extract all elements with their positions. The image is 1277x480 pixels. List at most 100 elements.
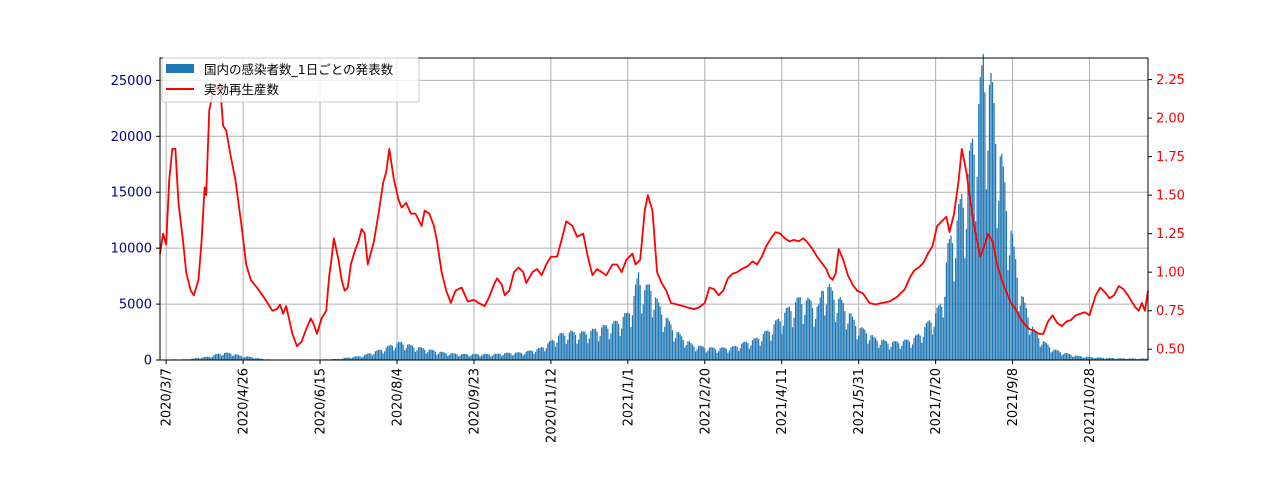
bar	[1118, 358, 1120, 360]
bar	[967, 173, 969, 360]
bar	[551, 339, 554, 360]
bar	[588, 338, 590, 360]
bar	[357, 356, 360, 360]
bar	[701, 346, 703, 360]
bar	[601, 327, 603, 360]
bar	[922, 336, 924, 360]
bar	[430, 349, 432, 360]
bar	[965, 229, 968, 360]
bar	[413, 347, 415, 360]
bar	[536, 349, 538, 360]
bar	[564, 335, 566, 360]
bar	[668, 321, 670, 360]
bar	[353, 356, 355, 360]
bar	[764, 331, 766, 360]
bar	[898, 343, 900, 360]
bar	[567, 339, 569, 360]
bar	[990, 72, 992, 360]
bar	[211, 356, 213, 360]
bar	[199, 358, 201, 360]
bar	[562, 333, 564, 360]
bar	[638, 272, 640, 360]
bar	[905, 339, 907, 360]
bar	[514, 352, 517, 360]
bar	[1008, 255, 1011, 360]
bar	[1085, 356, 1088, 360]
bar	[607, 328, 609, 360]
bar	[665, 318, 667, 360]
bar	[758, 339, 760, 360]
bar	[688, 341, 691, 360]
bar	[881, 340, 883, 360]
bar	[244, 357, 246, 360]
bar	[851, 316, 854, 360]
bar	[1104, 358, 1106, 360]
bar	[1130, 358, 1132, 360]
bar	[659, 306, 661, 360]
bar	[1055, 349, 1057, 360]
bar	[473, 353, 475, 360]
bar	[734, 345, 737, 360]
bar	[508, 352, 510, 360]
bar	[930, 322, 932, 360]
bar	[376, 350, 378, 360]
bar	[1096, 357, 1098, 360]
bar	[999, 156, 1001, 360]
bar	[650, 290, 652, 360]
bar	[453, 353, 455, 360]
bar	[1093, 358, 1095, 360]
bar	[891, 342, 894, 360]
bar	[230, 353, 232, 360]
bar	[602, 325, 604, 360]
bar	[799, 297, 801, 360]
plot-frame	[159, 57, 1149, 361]
bar	[196, 358, 198, 360]
bar	[577, 339, 580, 360]
bar	[233, 355, 235, 360]
bar	[861, 327, 863, 360]
bar	[936, 307, 938, 360]
bar	[359, 356, 361, 360]
bar	[1091, 357, 1094, 360]
bar	[1004, 182, 1006, 360]
bar	[633, 296, 635, 360]
legend-bar-swatch	[166, 64, 194, 73]
bar	[373, 353, 375, 360]
bar	[678, 332, 680, 360]
bar	[767, 330, 769, 360]
bar	[1107, 357, 1109, 360]
bar	[436, 354, 438, 360]
bar	[604, 325, 606, 360]
bar	[368, 353, 370, 360]
right-tick-label: 0.50	[1156, 343, 1185, 358]
bar	[1041, 344, 1043, 360]
bar	[778, 318, 780, 360]
bar	[1045, 343, 1048, 360]
bar	[785, 308, 787, 360]
bar	[351, 357, 353, 360]
bar	[360, 357, 363, 360]
bar	[996, 228, 998, 360]
bar	[550, 340, 552, 360]
bar	[531, 351, 534, 360]
bar	[542, 347, 544, 360]
bar	[197, 358, 200, 360]
bar	[204, 356, 206, 360]
bar	[782, 325, 784, 360]
bar	[431, 349, 434, 360]
bar	[908, 341, 911, 360]
bar	[537, 348, 540, 360]
bar	[519, 352, 521, 360]
bar	[736, 346, 738, 360]
bar	[711, 347, 714, 360]
bar	[576, 343, 578, 360]
bar	[613, 320, 615, 360]
bar	[1139, 358, 1141, 360]
bar	[548, 341, 550, 360]
bar	[956, 220, 958, 360]
bar	[1138, 358, 1140, 360]
bar	[468, 356, 470, 360]
bar	[644, 290, 646, 360]
bar	[821, 290, 823, 360]
bar	[639, 285, 641, 360]
